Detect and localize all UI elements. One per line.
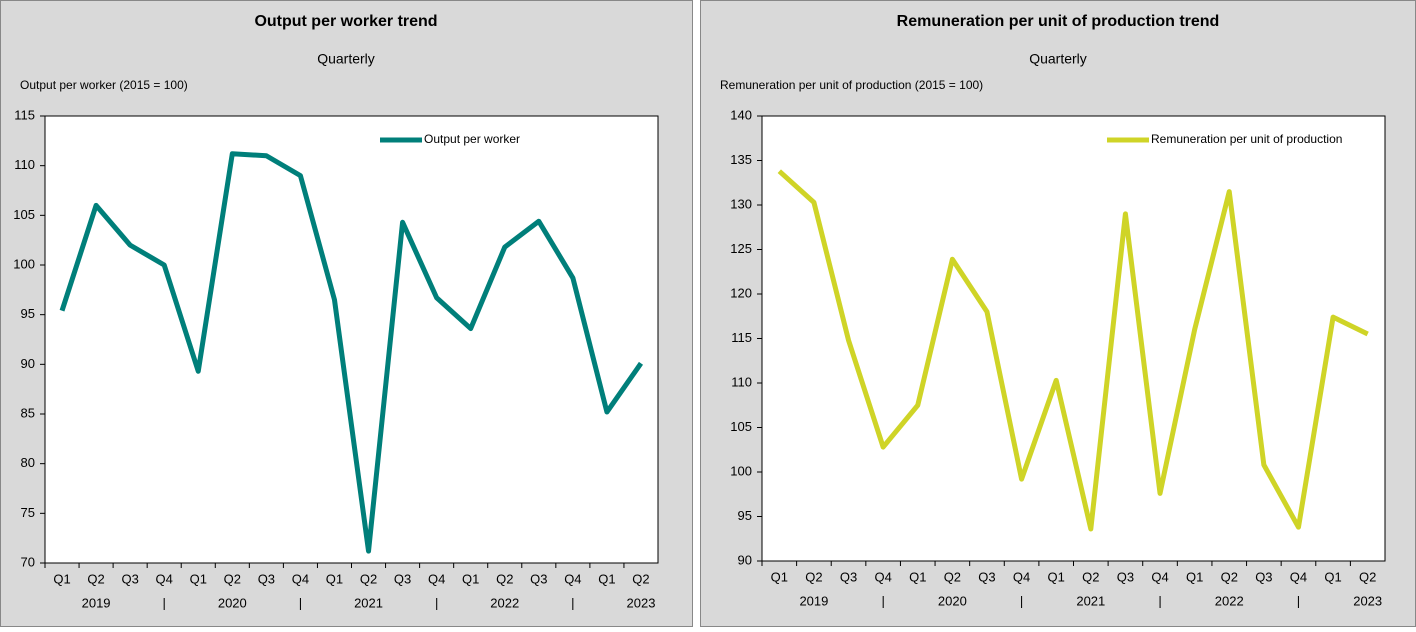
x-year-label: 2020 <box>218 595 247 610</box>
x-year-label: 2019 <box>82 595 111 610</box>
x-year-label: | <box>435 595 438 610</box>
y-tick-label: 70 <box>21 554 35 569</box>
x-year-label: | <box>1158 593 1161 608</box>
x-tick-label: Q4 <box>156 571 173 586</box>
y-tick-label: 140 <box>730 107 752 122</box>
y-tick-label: 110 <box>14 157 35 172</box>
y-tick-label: 95 <box>738 508 752 523</box>
x-tick-label: Q2 <box>944 569 961 584</box>
chart-title: Output per worker trend <box>254 13 437 30</box>
x-year-label: 2022 <box>1215 593 1244 608</box>
x-tick-label: Q2 <box>224 571 241 586</box>
plot-area <box>44 115 659 564</box>
x-tick-label: Q4 <box>292 571 309 586</box>
x-tick-label: Q2 <box>632 571 649 586</box>
y-tick-label: 90 <box>21 356 35 371</box>
x-year-label: | <box>299 595 302 610</box>
x-year-label: 2019 <box>799 593 828 608</box>
x-year-label: 2022 <box>490 595 519 610</box>
x-tick-label: Q1 <box>462 571 479 586</box>
x-tick-label: Q2 <box>805 569 822 584</box>
x-year-label: | <box>1020 593 1023 608</box>
x-tick-label: Q2 <box>496 571 513 586</box>
x-year-label: 2021 <box>354 595 383 610</box>
y-tick-label: 95 <box>21 306 35 321</box>
y-tick-label: 130 <box>730 196 752 211</box>
legend-label: Remuneration per unit of production <box>1151 132 1342 146</box>
y-tick-label: 85 <box>21 405 35 420</box>
x-tick-label: Q1 <box>53 571 70 586</box>
x-tick-label: Q3 <box>530 571 547 586</box>
y-tick-label: 80 <box>21 455 35 470</box>
y-axis-label: Remuneration per unit of production (201… <box>720 78 983 92</box>
x-year-label: 2023 <box>1353 593 1382 608</box>
x-tick-label: Q1 <box>1324 569 1341 584</box>
x-tick-label: Q3 <box>1255 569 1272 584</box>
x-tick-label: Q1 <box>326 571 343 586</box>
plot-area <box>761 115 1386 562</box>
y-tick-label: 100 <box>13 256 35 271</box>
x-year-label: 2023 <box>627 595 656 610</box>
data-line <box>59 151 644 554</box>
legend-label: Output per worker <box>424 132 520 146</box>
x-year-label: | <box>571 595 574 610</box>
x-year-label: 2021 <box>1076 593 1105 608</box>
chart-subtitle: Quarterly <box>317 51 375 67</box>
x-tick-label: Q3 <box>121 571 138 586</box>
x-tick-label: Q2 <box>87 571 104 586</box>
x-tick-label: Q1 <box>598 571 615 586</box>
y-tick-label: 105 <box>13 207 35 222</box>
x-tick-label: Q4 <box>1013 569 1030 584</box>
y-axis-label: Output per worker (2015 = 100) <box>20 78 188 92</box>
y-tick-label: 75 <box>21 505 35 520</box>
y-tick-label: 100 <box>730 463 752 478</box>
y-tick-label: 110 <box>731 374 752 389</box>
y-tick-label: 125 <box>730 241 752 256</box>
x-year-label: | <box>162 595 165 610</box>
y-tick-label: 105 <box>730 419 752 434</box>
x-tick-label: Q4 <box>1290 569 1307 584</box>
x-tick-label: Q3 <box>258 571 275 586</box>
x-tick-label: Q4 <box>564 571 581 586</box>
chart-title: Remuneration per unit of production tren… <box>897 13 1220 30</box>
x-tick-label: Q3 <box>978 569 995 584</box>
x-year-label: | <box>881 593 884 608</box>
x-tick-label: Q2 <box>1221 569 1238 584</box>
x-tick-label: Q1 <box>1186 569 1203 584</box>
y-tick-label: 135 <box>730 152 752 167</box>
x-tick-label: Q4 <box>1151 569 1168 584</box>
x-tick-label: Q3 <box>840 569 857 584</box>
y-tick-label: 115 <box>731 330 752 345</box>
x-tick-label: Q1 <box>1048 569 1065 584</box>
y-tick-label: 90 <box>738 552 752 567</box>
x-tick-label: Q3 <box>394 571 411 586</box>
x-tick-label: Q3 <box>1117 569 1134 584</box>
y-tick-label: 120 <box>730 285 752 300</box>
x-year-label: 2020 <box>938 593 967 608</box>
y-tick-label: 115 <box>14 107 35 122</box>
x-tick-label: Q4 <box>428 571 445 586</box>
x-year-label: | <box>1297 593 1300 608</box>
x-tick-label: Q2 <box>360 571 377 586</box>
x-tick-label: Q2 <box>1359 569 1376 584</box>
x-tick-label: Q1 <box>190 571 207 586</box>
chart-subtitle: Quarterly <box>1029 51 1087 67</box>
data-line <box>777 169 1369 532</box>
x-tick-label: Q4 <box>874 569 891 584</box>
x-tick-label: Q1 <box>909 569 926 584</box>
x-tick-label: Q2 <box>1082 569 1099 584</box>
x-tick-label: Q1 <box>771 569 788 584</box>
